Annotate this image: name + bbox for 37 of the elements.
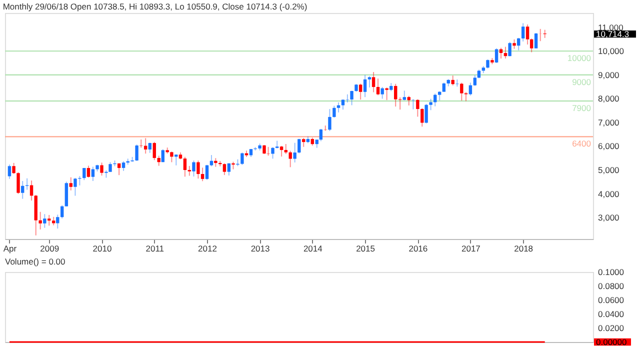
text: 0.00000 bbox=[596, 337, 627, 347]
x-tick-label: 2010 bbox=[92, 244, 112, 254]
y-tick-label: 5,000 bbox=[598, 165, 620, 176]
candlestick bbox=[543, 29, 546, 38]
candlestick bbox=[140, 138, 143, 148]
chart-title: Volume() = 0.00 bbox=[5, 256, 66, 266]
y-tick-label: 7,000 bbox=[598, 117, 620, 128]
y-tick-label: 8,000 bbox=[598, 94, 620, 104]
ref-line-label: 7900 bbox=[572, 103, 592, 114]
y-tick-label: 0.0400 bbox=[598, 309, 624, 319]
x-tick-label: 2013 bbox=[250, 244, 270, 254]
y-tick-label: 9,000 bbox=[598, 70, 620, 80]
x-tick-label: 2015 bbox=[356, 244, 376, 254]
chart-title: Monthly 29/06/18 Open 10738.5, Hi 10893.3, Lo 10550.9, Close 10714.3 (-0.2%) bbox=[2, 2, 308, 12]
ref-line-label: 9000 bbox=[572, 76, 592, 87]
y-tick-label: 10,000 bbox=[598, 46, 624, 56]
candlestick bbox=[456, 78, 459, 88]
candlestick bbox=[534, 32, 538, 49]
y-tick-label: 0.0600 bbox=[598, 295, 624, 305]
x-tick-label: 2016 bbox=[408, 244, 428, 254]
x-tick-label: 2009 bbox=[40, 244, 60, 254]
candlestick bbox=[266, 146, 270, 156]
y-tick-label: 4,000 bbox=[598, 188, 620, 199]
x-tick-label: 2012 bbox=[198, 244, 218, 254]
ref-line-label: 6400 bbox=[572, 138, 592, 149]
y-tick-label: 0.1000 bbox=[598, 267, 624, 277]
y-tick-label: 0.0200 bbox=[598, 323, 624, 333]
x-tick-label: Apr bbox=[3, 244, 17, 254]
y-tick-label: 0.0800 bbox=[598, 281, 624, 291]
ref-line-label: 10000 bbox=[567, 53, 592, 64]
candlestick bbox=[64, 181, 68, 207]
y-tick-label: 6,000 bbox=[598, 141, 620, 152]
x-tick-label: 2014 bbox=[303, 244, 323, 254]
x-tick-label: 2017 bbox=[461, 244, 481, 254]
y-tick-label: 3,000 bbox=[598, 212, 620, 223]
x-tick-label: 2011 bbox=[146, 244, 164, 254]
x-tick-label: 2018 bbox=[514, 244, 534, 254]
